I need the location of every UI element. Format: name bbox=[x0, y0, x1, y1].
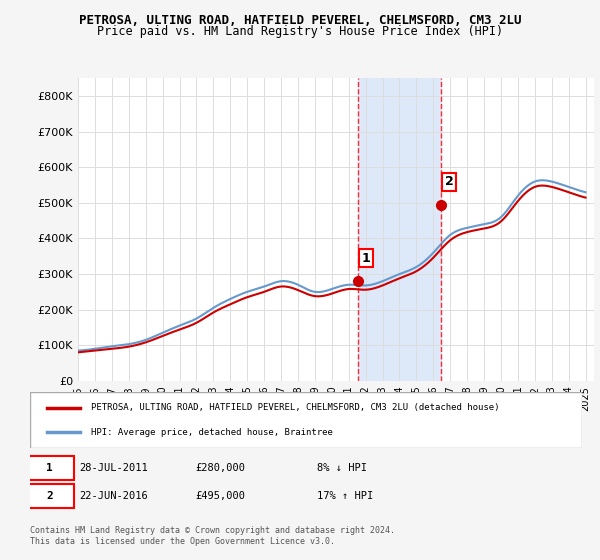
Text: 22-JUN-2016: 22-JUN-2016 bbox=[80, 491, 148, 501]
Text: 1: 1 bbox=[362, 251, 370, 265]
FancyBboxPatch shape bbox=[25, 484, 74, 508]
Text: PETROSA, ULTING ROAD, HATFIELD PEVEREL, CHELMSFORD, CM3 2LU (detached house): PETROSA, ULTING ROAD, HATFIELD PEVEREL, … bbox=[91, 403, 499, 412]
Text: HPI: Average price, detached house, Braintree: HPI: Average price, detached house, Brai… bbox=[91, 428, 332, 437]
Bar bbox=[358, 78, 441, 381]
Text: 17% ↑ HPI: 17% ↑ HPI bbox=[317, 491, 373, 501]
Text: £495,000: £495,000 bbox=[196, 491, 245, 501]
Text: 28-JUL-2011: 28-JUL-2011 bbox=[80, 463, 148, 473]
Text: PETROSA, ULTING ROAD, HATFIELD PEVEREL, CHELMSFORD, CM3 2LU: PETROSA, ULTING ROAD, HATFIELD PEVEREL, … bbox=[79, 14, 521, 27]
FancyBboxPatch shape bbox=[30, 392, 582, 448]
Text: 2: 2 bbox=[445, 175, 454, 188]
Text: 8% ↓ HPI: 8% ↓ HPI bbox=[317, 463, 367, 473]
Text: 2: 2 bbox=[46, 491, 53, 501]
Text: Contains HM Land Registry data © Crown copyright and database right 2024.
This d: Contains HM Land Registry data © Crown c… bbox=[30, 526, 395, 546]
Text: £280,000: £280,000 bbox=[196, 463, 245, 473]
FancyBboxPatch shape bbox=[25, 456, 74, 480]
Text: Price paid vs. HM Land Registry's House Price Index (HPI): Price paid vs. HM Land Registry's House … bbox=[97, 25, 503, 38]
Text: 1: 1 bbox=[46, 463, 53, 473]
